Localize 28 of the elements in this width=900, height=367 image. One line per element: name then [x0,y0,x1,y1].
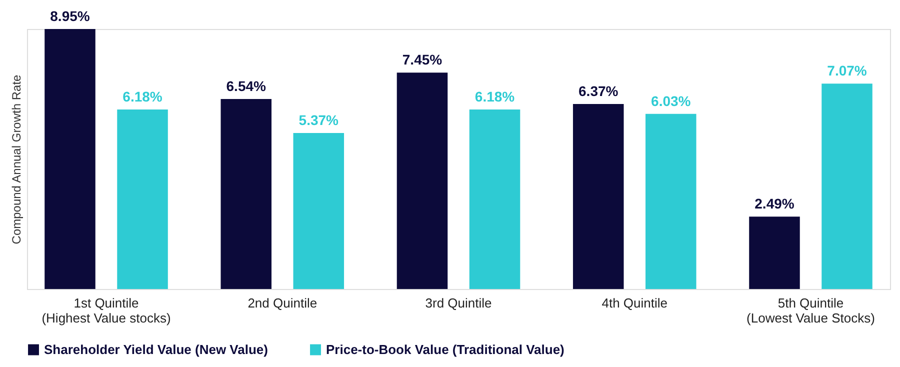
data-label: 7.45% [402,52,443,68]
legend-label: Price-to-Book Value (Traditional Value) [326,342,564,357]
data-label: 5.37% [298,112,340,128]
x-tick-label: 3rd Quintile [425,296,492,310]
x-tick-label: 2nd Quintile [248,296,318,310]
data-label: 7.07% [827,62,868,79]
data-label: 8.95% [50,8,90,24]
bar [396,72,448,289]
bar [646,114,696,289]
bar [117,109,168,289]
bar [44,29,96,289]
bar [469,109,520,289]
legend-label: Shareholder Yield Value (New Value) [44,342,268,357]
bar [822,84,872,289]
data-label: 6.03% [651,92,692,109]
x-tick-label: 4th Quintile [602,296,668,310]
data-label: 6.18% [474,88,516,104]
bar [293,133,344,289]
data-label: 6.18% [122,88,163,104]
y-axis-title: Compound Annual Growth Rate [10,74,24,244]
bar [572,104,624,289]
bar [749,216,800,289]
bar [220,99,272,289]
x-tick-label: 1st Quintile (Highest Value stocks) [42,296,171,326]
data-label: 6.37% [578,82,619,99]
data-label: 6.54% [226,78,267,94]
x-tick-label: 5th Quintile (Lowest Value Stocks) [746,296,875,326]
data-label: 2.49% [754,196,795,212]
